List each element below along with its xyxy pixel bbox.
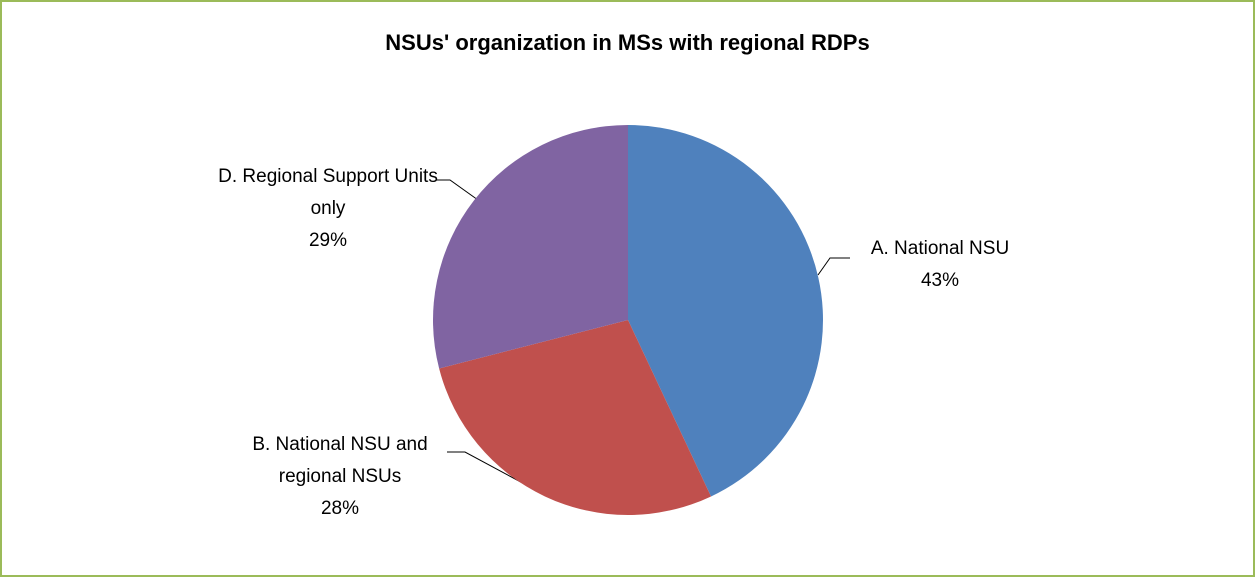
pie-slice xyxy=(433,125,628,369)
slice-label: A. National NSU 43% xyxy=(825,233,1055,297)
category-label: B. National NSU and regional NSUs xyxy=(252,434,428,487)
value-label: 28% xyxy=(320,498,360,519)
chart-title: NSUs' organization in MSs with regional … xyxy=(385,30,870,55)
slice-label: D. Regional Support Units only 29% xyxy=(213,161,443,257)
category-label: A. National NSU xyxy=(870,238,1010,259)
pie-slice xyxy=(439,320,712,516)
leader-line xyxy=(817,257,850,276)
value-label: 29% xyxy=(308,230,348,251)
leader-line xyxy=(437,179,479,201)
pie-slice xyxy=(628,125,823,497)
slice-label: B. National NSU and regional NSUs 28% xyxy=(225,429,455,525)
category-label: D. Regional Support Units only xyxy=(218,166,438,219)
value-label: 43% xyxy=(920,270,960,291)
